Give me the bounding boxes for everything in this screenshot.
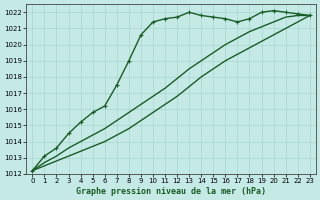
X-axis label: Graphe pression niveau de la mer (hPa): Graphe pression niveau de la mer (hPa): [76, 187, 266, 196]
